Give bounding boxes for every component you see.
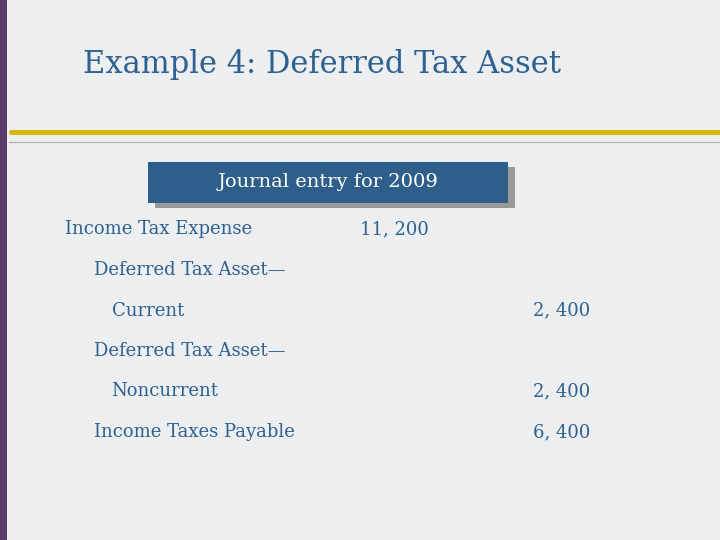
Text: Example 4: Deferred Tax Asset: Example 4: Deferred Tax Asset [83, 49, 561, 79]
FancyBboxPatch shape [148, 162, 508, 202]
Text: 11, 200: 11, 200 [360, 220, 429, 239]
Text: Income Taxes Payable: Income Taxes Payable [94, 423, 294, 441]
FancyBboxPatch shape [155, 167, 515, 208]
FancyBboxPatch shape [0, 0, 7, 540]
Text: 2, 400: 2, 400 [533, 382, 590, 401]
Text: Journal entry for 2009: Journal entry for 2009 [217, 173, 438, 191]
Text: 6, 400: 6, 400 [533, 423, 590, 441]
Text: Deferred Tax Asset—: Deferred Tax Asset— [94, 261, 285, 279]
Text: Income Tax Expense: Income Tax Expense [65, 220, 252, 239]
Text: Deferred Tax Asset—: Deferred Tax Asset— [94, 342, 285, 360]
Text: 2, 400: 2, 400 [533, 301, 590, 320]
Text: Noncurrent: Noncurrent [112, 382, 219, 401]
Text: Current: Current [112, 301, 184, 320]
